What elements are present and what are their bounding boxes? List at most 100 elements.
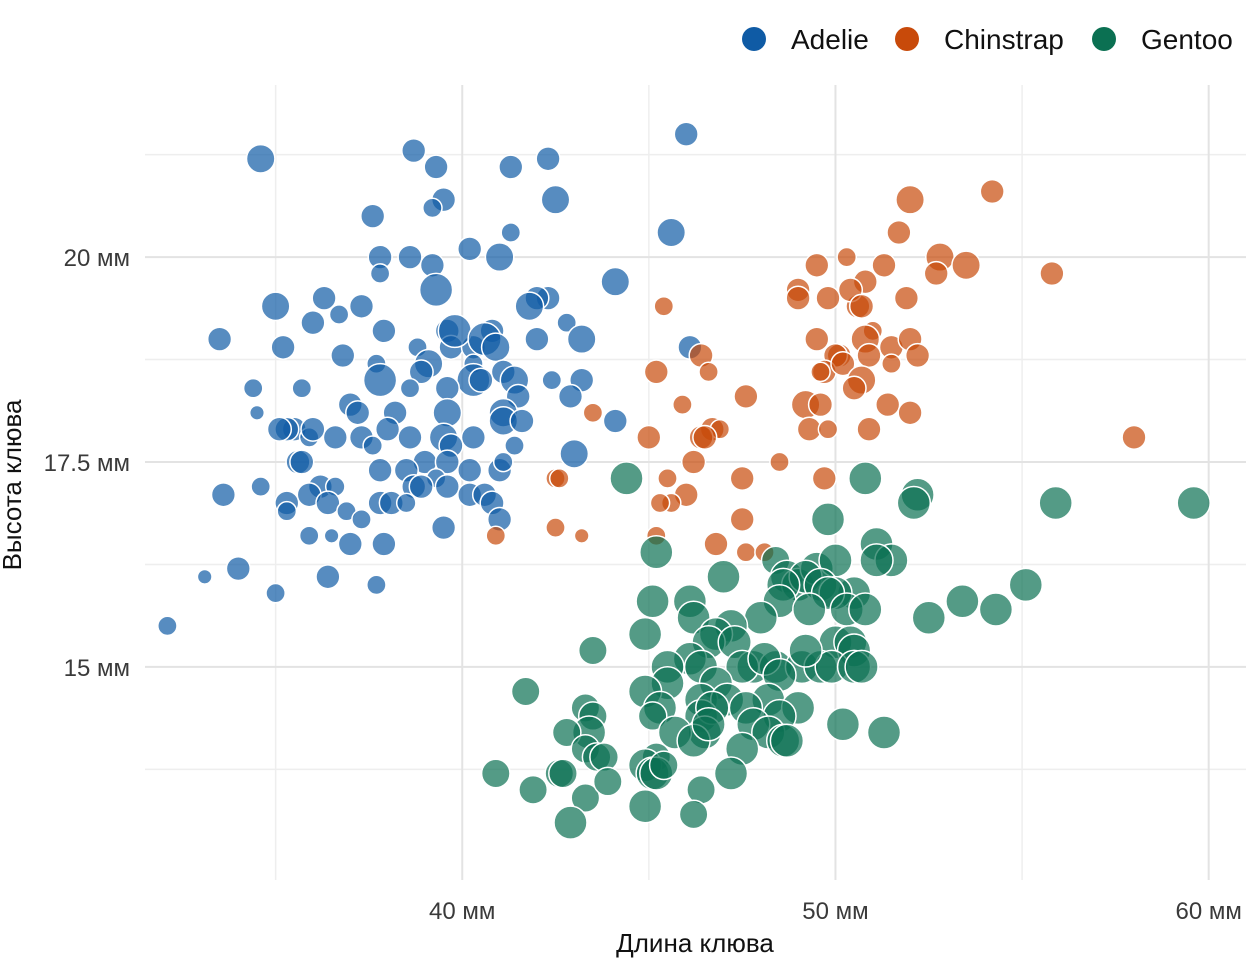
data-point-chinstrap (672, 394, 693, 415)
data-point-adelie (225, 555, 251, 582)
series-chinstrap (485, 178, 1147, 563)
y-axis-title: Высота клюва (0, 399, 27, 570)
data-point-gentoo (706, 559, 741, 595)
data-point-chinstrap (698, 361, 719, 383)
data-point-adelie (602, 408, 628, 434)
data-point-adelie (535, 146, 561, 172)
data-point-gentoo (570, 783, 601, 813)
data-point-gentoo (848, 592, 883, 627)
x-tick-label: 40 мм (429, 898, 495, 925)
data-point-adelie (348, 293, 375, 319)
data-point-adelie (656, 217, 687, 248)
data-point-adelie (250, 476, 272, 497)
y-tick-label: 20 мм (64, 245, 130, 272)
data-point-adelie (371, 531, 397, 557)
data-point-chinstrap (703, 531, 729, 557)
data-point-adelie (492, 451, 514, 473)
data-point-gentoo (848, 461, 883, 496)
data-point-adelie (196, 568, 213, 585)
data-point-adelie (437, 313, 473, 349)
data-point-chinstrap (875, 391, 901, 418)
data-point-chinstrap (653, 295, 675, 317)
data-point-chinstrap (582, 402, 604, 424)
data-point-adelie (468, 367, 494, 393)
data-point-gentoo (866, 715, 902, 750)
data-point-gentoo (1008, 567, 1044, 603)
data-point-gentoo (648, 750, 679, 781)
data-point-chinstrap (573, 527, 590, 544)
data-point-adelie (265, 582, 286, 604)
data-point-chinstrap (979, 178, 1005, 205)
data-point-adelie (498, 154, 524, 180)
data-point-adelie (484, 242, 515, 273)
data-point-gentoo (825, 707, 861, 742)
data-point-chinstrap (897, 400, 923, 426)
data-point-chinstrap (804, 326, 830, 352)
data-point-adelie (242, 377, 264, 399)
data-point-adelie (423, 154, 449, 180)
data-point-adelie (206, 326, 233, 352)
data-point-chinstrap (733, 383, 759, 410)
data-point-chinstrap (951, 250, 982, 281)
data-point-adelie (557, 383, 584, 410)
series-adelie (157, 121, 703, 637)
data-point-adelie (369, 263, 391, 284)
data-point-adelie (432, 397, 463, 428)
data-point-adelie (291, 377, 313, 399)
data-point-adelie (311, 285, 337, 311)
legend-marker (1092, 27, 1116, 51)
data-point-adelie (371, 318, 397, 344)
data-point-gentoo (792, 592, 827, 627)
data-point-chinstrap (735, 541, 757, 563)
data-point-gentoo (639, 534, 674, 570)
legend-marker (742, 27, 766, 51)
data-point-chinstrap (923, 260, 949, 287)
data-point-adelie (430, 514, 457, 541)
data-point-adelie (266, 416, 293, 442)
data-point-chinstrap (545, 517, 566, 538)
data-point-chinstrap (848, 293, 875, 319)
data-point-gentoo (1038, 485, 1073, 521)
data-point-gentoo (635, 584, 670, 619)
data-point-adelie (408, 359, 434, 385)
data-point-chinstrap (830, 351, 856, 377)
data-point-chinstrap (904, 342, 931, 369)
data-point-gentoo (589, 742, 620, 773)
data-point-adelie (559, 438, 590, 469)
legend-marker (895, 27, 919, 51)
data-point-gentoo (1176, 485, 1211, 521)
data-point-adelie (457, 457, 483, 483)
data-point-chinstrap (548, 468, 570, 489)
data-point-adelie (556, 312, 578, 334)
data-point-adelie (362, 362, 398, 398)
data-point-adelie (367, 457, 393, 483)
x-axis-tick-labels: 40 мм 50 мм 60 мм (429, 898, 1242, 925)
data-point-adelie (509, 408, 535, 434)
data-point-adelie (362, 435, 384, 456)
data-point-adelie (270, 334, 296, 360)
legend-label: Gentoo (1141, 24, 1233, 55)
data-point-adelie (397, 244, 423, 270)
data-point-adelie (399, 377, 421, 399)
data-point-adelie (210, 482, 237, 508)
data-point-gentoo (945, 584, 980, 619)
data-point-gentoo (713, 756, 749, 791)
data-point-adelie (330, 342, 356, 369)
data-point-adelie (408, 473, 434, 500)
data-point-chinstrap (729, 465, 755, 492)
data-point-chinstrap (815, 285, 841, 311)
data-point-chinstrap (841, 375, 867, 401)
legend: Adelie Chinstrap Gentoo (742, 24, 1233, 55)
data-point-adelie (566, 324, 597, 355)
data-point-adelie (541, 369, 563, 391)
data-point-adelie (374, 416, 401, 442)
data-point-adelie (366, 574, 387, 596)
data-point-chinstrap (881, 353, 902, 375)
data-point-chinstrap (636, 424, 662, 451)
data-point-chinstrap (893, 285, 920, 311)
data-point-chinstrap (485, 525, 507, 547)
data-point-chinstrap (796, 416, 822, 442)
data-point-adelie (457, 236, 483, 262)
